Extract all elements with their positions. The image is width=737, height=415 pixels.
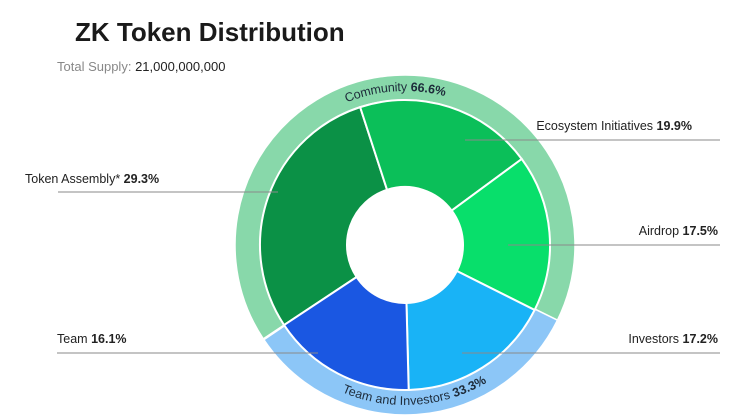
- segment-label-name: Team: [57, 332, 88, 346]
- chart-title: ZK Token Distribution: [75, 17, 345, 47]
- inner-segment: [450, 157, 551, 312]
- segment-label: Token Assembly* 29.3%: [25, 172, 159, 186]
- segment-label: Investors 17.2%: [628, 332, 718, 346]
- inner-segment: [282, 275, 410, 391]
- segment-label-value: 19.9%: [657, 119, 692, 133]
- segment-label-name: Investors: [628, 332, 679, 346]
- donut-hole: [348, 188, 462, 302]
- segment-label-value: 17.2%: [683, 332, 718, 346]
- segment-label-name: Airdrop: [639, 224, 679, 238]
- subtitle: Total Supply: 21,000,000,000: [57, 59, 225, 74]
- inner-segment: [405, 269, 536, 391]
- segment-label: Team 16.1%: [57, 332, 127, 346]
- segment-label-value: 17.5%: [683, 224, 718, 238]
- segment-label-value: 29.3%: [124, 172, 159, 186]
- ring-label-value: 66.6%: [410, 80, 447, 99]
- subtitle-value: 21,000,000,000: [135, 59, 225, 74]
- segment-label-name: Token Assembly*: [25, 172, 120, 186]
- subtitle-label: Total Supply:: [57, 59, 131, 74]
- inner-segment: [259, 105, 389, 327]
- segment-label-value: 16.1%: [91, 332, 126, 346]
- segment-label: Ecosystem Initiatives 19.9%: [536, 119, 692, 133]
- segment-label-name: Ecosystem Initiatives: [536, 119, 653, 133]
- segment-label: Airdrop 17.5%: [639, 224, 718, 238]
- inner-segment: [358, 99, 524, 212]
